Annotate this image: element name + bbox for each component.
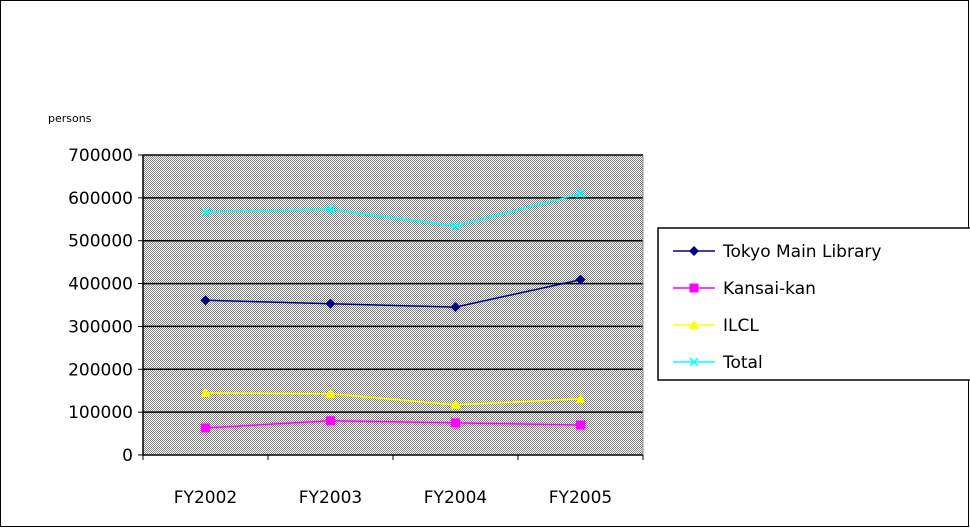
series-kansai-kan (201, 416, 585, 433)
y-tick-label: 400000 (68, 275, 133, 295)
legend-item: Total (673, 353, 763, 373)
data-point (450, 399, 461, 409)
legend-label: Kansai-kan (723, 279, 816, 299)
y-tick-label: 100000 (68, 403, 133, 423)
series-ilcl (200, 387, 586, 409)
series-line (205, 192, 581, 227)
data-point (575, 274, 586, 285)
x-tick-label: FY2005 (549, 488, 612, 508)
legend-box (657, 227, 970, 381)
data-point (325, 388, 336, 398)
series-line (205, 419, 581, 429)
legend-marker (689, 320, 699, 329)
legend-label: Total (722, 353, 763, 373)
x-tick-label: FY2002 (174, 488, 237, 508)
x-tick-label: FY2003 (299, 488, 362, 508)
y-tick-label: 600000 (68, 189, 133, 209)
data-point (576, 420, 585, 430)
data-point (575, 189, 586, 199)
legend-marker (689, 357, 699, 367)
series-total (200, 189, 586, 231)
legend-marker (689, 246, 699, 256)
data-point (575, 393, 586, 403)
legend-label: Tokyo Main Library (722, 242, 881, 262)
legend-item: Kansai-kan (673, 279, 816, 299)
data-point (200, 207, 211, 217)
data-point (450, 302, 461, 313)
legend-item: ILCL (673, 316, 759, 336)
data-point (325, 204, 336, 214)
y-tick-label: 700000 (68, 146, 133, 166)
series-tokyo-main-library (200, 274, 586, 313)
data-point (200, 295, 211, 306)
x-tick-label: FY2004 (424, 488, 487, 508)
y-tick-label: 500000 (68, 232, 133, 252)
legend-item: Tokyo Main Library (673, 242, 881, 262)
y-tick-label: 0 (122, 446, 133, 466)
y-tick-label: 200000 (68, 360, 133, 380)
legend: Tokyo Main Library Kansai-kan ILCL Total (657, 227, 970, 381)
data-point (200, 387, 211, 397)
series-line (205, 278, 581, 308)
plot-area: 0 100000 200000 300000 400000 500000 600000 700… (68, 146, 644, 508)
data-point (326, 416, 335, 426)
data-point (451, 418, 460, 428)
y-tick-label: 300000 (68, 317, 133, 337)
data-point (325, 298, 336, 309)
y-axis-unit-label: persons (48, 112, 92, 125)
legend-marker (689, 283, 699, 293)
legend-label: ILCL (723, 316, 759, 336)
data-point (201, 423, 210, 433)
series-line (205, 392, 581, 406)
data-point (450, 221, 461, 231)
